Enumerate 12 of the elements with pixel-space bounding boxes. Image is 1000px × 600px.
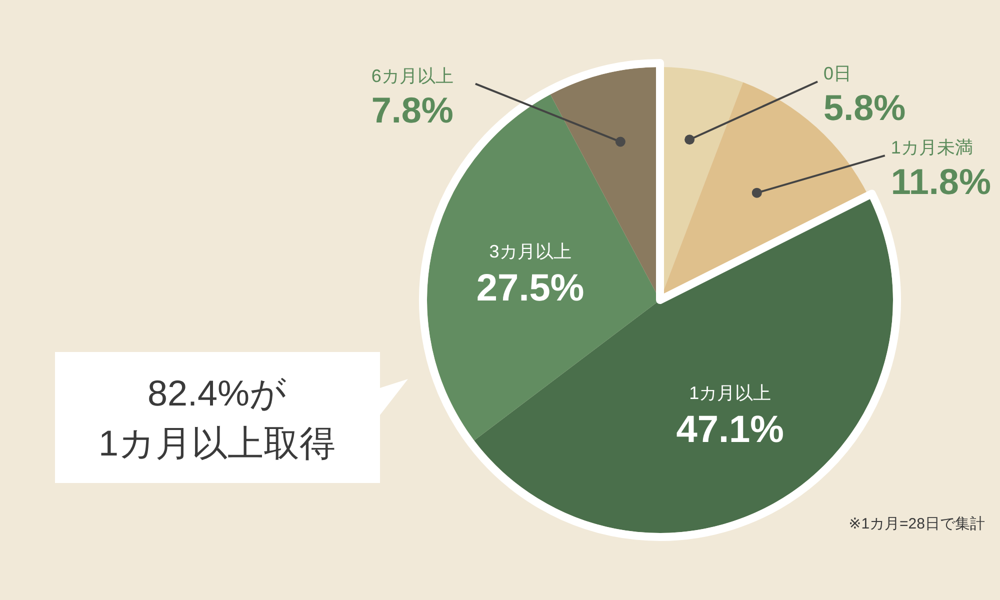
data-label: 27.5% [476, 267, 584, 310]
data-label: 47.1% [676, 408, 784, 451]
slice-label: 6カ月以上 [371, 66, 454, 86]
slice-label: 1カ月未満 [890, 138, 973, 158]
data-label: 5.8% [824, 87, 906, 128]
data-label: 7.8% [371, 89, 454, 130]
slice-label: 3カ月以上 [489, 241, 572, 262]
text: 82.4%が 1カ月以上取得 [98, 372, 336, 464]
slice-label: 1カ月以上 [689, 382, 772, 403]
data-label: 11.8% [890, 161, 991, 202]
text: ※1カ月=28日で集計 [848, 516, 985, 532]
slice-label: 0日 [824, 64, 852, 84]
